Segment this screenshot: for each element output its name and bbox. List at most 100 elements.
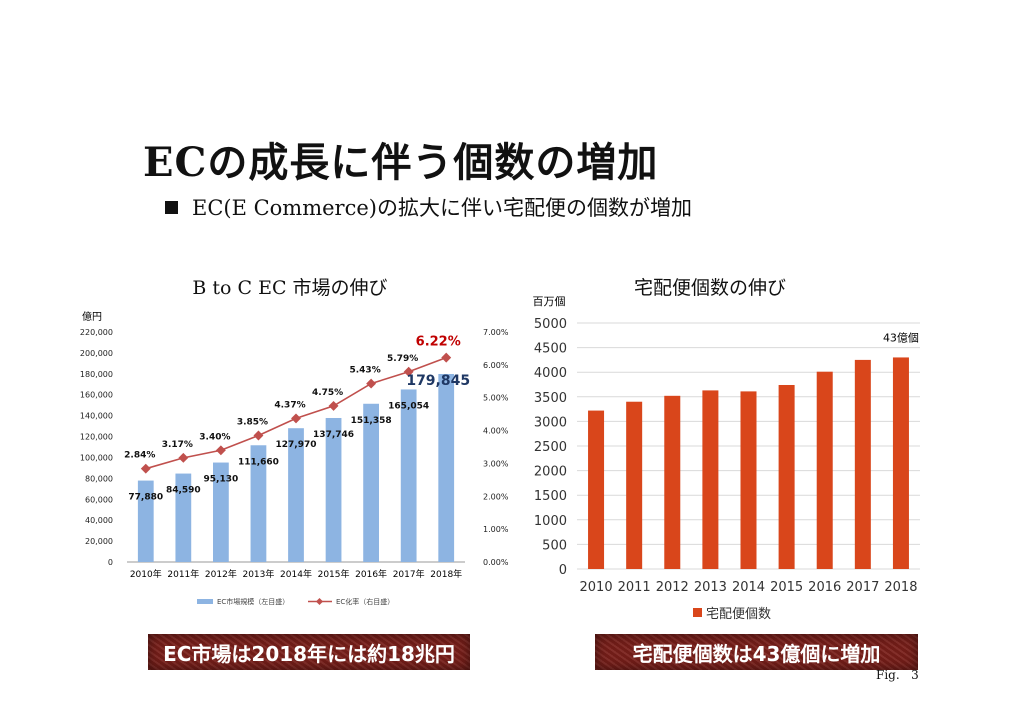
y-tick-label: 5000: [534, 317, 567, 332]
bar: [664, 395, 681, 569]
y-tick-label: 1500: [534, 489, 567, 504]
y2-tick-label: 1.00%: [483, 525, 509, 534]
bar: [438, 373, 455, 562]
x-tick-label: 2016年: [355, 568, 387, 580]
y2-tick-label: 5.00%: [483, 394, 509, 403]
bar: [400, 389, 417, 562]
legend-label-bars: EC市場規模（左目盛）: [217, 597, 289, 606]
y-tick-label: 1000: [534, 514, 567, 529]
y-tick-label: 140,000: [80, 412, 113, 421]
bar-value-label: 84,590: [166, 486, 201, 496]
y2-tick-label: 3.00%: [483, 459, 509, 468]
rate-value-label: 5.79%: [387, 354, 418, 364]
y2-tick-label: 6.00%: [483, 361, 509, 370]
y-tick-label: 4000: [534, 366, 567, 381]
bar: [175, 473, 192, 562]
x-tick-label: 2015: [770, 580, 803, 595]
bar-value-label: 127,970: [276, 440, 317, 450]
rate-value-label: 6.22%: [416, 335, 461, 350]
bar: [250, 445, 267, 562]
bar: [854, 359, 871, 569]
legend-label-line: EC化率（右目盛）: [336, 597, 394, 606]
bar-value-label: 137,746: [313, 430, 354, 440]
bar: [740, 391, 757, 569]
legend-swatch: [693, 608, 702, 617]
y-tick-label: 180,000: [80, 370, 113, 379]
y2-tick-label: 7.00%: [483, 328, 509, 337]
y-tick-label: 0: [108, 558, 113, 567]
ec-chart-title: B to C EC 市場の伸び: [192, 277, 388, 299]
figure-number: Fig. 3: [876, 668, 919, 682]
y-tick-label: 2500: [534, 440, 567, 455]
y-tick-label: 160,000: [80, 391, 113, 400]
x-tick-label: 2014: [732, 580, 765, 595]
y-tick-label: 220,000: [80, 328, 113, 337]
bar: [137, 480, 154, 562]
bar: [213, 462, 229, 562]
bar-value-label: 111,660: [238, 457, 279, 467]
bar-value-label: 165,054: [388, 401, 429, 411]
rate-value-label: 4.75%: [312, 388, 343, 398]
x-tick-label: 2010年: [130, 568, 162, 580]
legend-marker-line: [315, 597, 324, 606]
rate-value-label: 5.43%: [349, 366, 380, 376]
annotation-label: 43億個: [883, 331, 919, 344]
y-tick-label: 80,000: [85, 474, 113, 483]
rate-value-label: 3.40%: [199, 432, 230, 442]
y2-tick-label: 0.00%: [483, 558, 509, 567]
x-tick-label: 2014年: [280, 568, 312, 580]
rate-marker: [178, 452, 189, 463]
bar: [588, 410, 605, 569]
y-tick-label: 2000: [534, 465, 567, 480]
y2-tick-label: 2.00%: [483, 492, 509, 501]
rate-marker: [253, 430, 264, 441]
ec-market-chart: 億円 0 20,000 40,000 60,000 80,000 100,000 120,00…: [80, 310, 509, 606]
bar: [702, 390, 719, 569]
x-tick-label: 2011: [618, 580, 651, 595]
rate-value-label: 3.85%: [237, 418, 268, 428]
rate-marker: [366, 378, 377, 389]
rate-value-label: 3.17%: [162, 440, 193, 450]
x-tick-label: 2013年: [242, 568, 274, 580]
rate-marker: [441, 352, 452, 363]
bullet-text: EC(E Commerce)の拡大に伴い宅配便の個数が増加: [192, 196, 692, 220]
y-tick-label: 0: [559, 563, 567, 578]
bar: [288, 428, 304, 562]
x-tick-label: 2011年: [167, 568, 199, 580]
parcel-summary-banner: 宅配便個数は43億個に増加: [595, 634, 918, 670]
y-tick-label: 100,000: [80, 453, 113, 462]
y2-tick-label: 4.00%: [483, 427, 509, 436]
bar-value-label: 151,358: [351, 416, 392, 426]
legend-swatch-bars: [197, 599, 213, 604]
bar: [892, 357, 909, 569]
y-tick-label: 40,000: [85, 516, 113, 525]
x-tick-label: 2018年: [430, 568, 462, 580]
y-tick-label: 3500: [534, 391, 567, 406]
bar: [816, 371, 833, 569]
bullet-square-icon: [165, 200, 178, 214]
y-tick-label: 3000: [534, 415, 567, 430]
bar: [325, 417, 342, 562]
y-unit-label: 億円: [82, 310, 102, 323]
x-tick-label: 2013: [694, 580, 727, 595]
y-tick-label: 4500: [534, 342, 567, 357]
rate-value-label: 4.37%: [274, 400, 305, 410]
legend-label: 宅配便個数: [706, 607, 771, 622]
y-tick-label: 60,000: [85, 495, 113, 504]
parcel-count-chart: 百万個 0 500 1000 1500 2000 2500 3000 3500 4000 4500 5…: [533, 296, 920, 622]
y-tick-label: 20,000: [85, 537, 113, 546]
x-tick-label: 2015年: [318, 568, 350, 580]
bar: [626, 401, 643, 569]
rate-value-label: 2.84%: [124, 451, 155, 461]
slide-title: ECの成長に伴う個数の増加: [143, 139, 659, 186]
x-tick-label: 2012年: [205, 568, 237, 580]
bar-value-label: 77,880: [128, 493, 163, 503]
bullet-line: EC(E Commerce)の拡大に伴い宅配便の個数が増加: [165, 192, 692, 222]
x-tick-label: 2016: [808, 580, 841, 595]
bar-value-label: 179,845: [406, 373, 470, 389]
rate-marker: [140, 463, 151, 474]
y-tick-label: 120,000: [80, 433, 113, 442]
bar: [363, 403, 379, 562]
x-tick-label: 2017: [846, 580, 879, 595]
ec-summary-banner: EC市場は2018年には約18兆円: [148, 634, 470, 670]
